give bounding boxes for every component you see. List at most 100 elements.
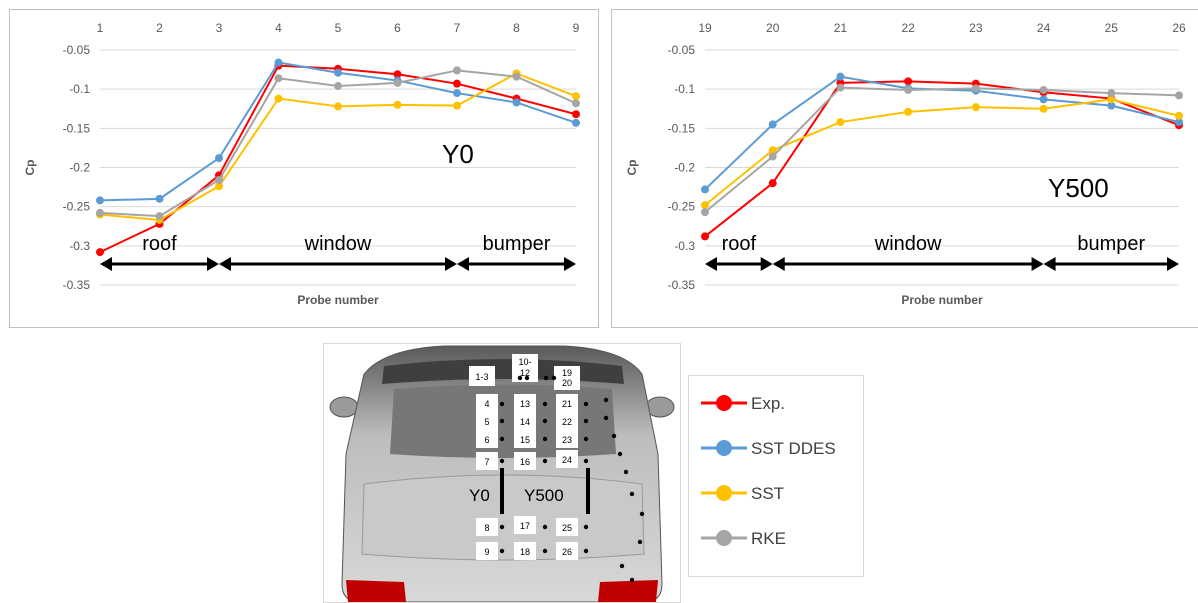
data-point xyxy=(96,248,104,257)
data-point xyxy=(453,101,461,110)
data-point xyxy=(701,201,709,210)
probe-dot xyxy=(499,458,505,464)
legend-label: RKE xyxy=(751,529,786,548)
probe-dot xyxy=(551,375,557,381)
y-tick-label: -0.15 xyxy=(63,121,91,135)
probe-dot xyxy=(583,548,589,554)
probe-dot xyxy=(524,375,530,381)
probe-dot xyxy=(499,401,505,407)
data-point xyxy=(971,103,980,112)
data-point xyxy=(1175,118,1183,127)
data-point xyxy=(453,79,461,88)
y0-marker-bar xyxy=(500,468,504,514)
x-tick-label: 22 xyxy=(901,21,915,35)
probe-dot xyxy=(517,375,523,381)
data-point xyxy=(1175,111,1183,120)
probe-dot xyxy=(619,563,625,569)
probe-label: 22 xyxy=(562,417,572,427)
probe-dot xyxy=(639,511,645,517)
x-tick-label: 19 xyxy=(698,21,712,35)
data-point xyxy=(1175,91,1183,100)
probe-dot xyxy=(542,401,548,407)
probe-dot xyxy=(629,577,635,583)
probe-label: 6 xyxy=(484,435,489,445)
region-label-bumper: bumper xyxy=(1077,233,1145,255)
data-point xyxy=(971,84,980,93)
arrow-head-right xyxy=(207,257,219,271)
probe-dot xyxy=(499,418,505,424)
data-point xyxy=(572,110,580,119)
y-tick-label: -0.1 xyxy=(674,82,695,96)
probe-label: 12 xyxy=(520,368,530,378)
probe-dot xyxy=(499,436,505,442)
probe-label-box xyxy=(556,542,578,560)
data-point xyxy=(768,152,777,161)
probe-dot xyxy=(623,469,629,475)
probe-dot xyxy=(583,418,589,424)
probe-label: 23 xyxy=(562,435,572,445)
data-point xyxy=(274,74,283,83)
y0-label: Y0 xyxy=(469,486,490,505)
probe-dot xyxy=(499,524,505,530)
probe-label: 15 xyxy=(520,435,530,445)
data-point xyxy=(215,182,223,191)
data-point xyxy=(1039,104,1048,113)
chart-annotation: Y0 xyxy=(442,139,474,169)
arrow-head-left xyxy=(457,257,469,271)
chart-right: -0.05 -0.1 -0.15 -0.2 -0.25 -0.3 -0.35 19 20 21 22… xyxy=(625,21,1186,307)
data-point xyxy=(701,185,709,194)
legend-marker xyxy=(716,440,732,456)
data-point xyxy=(1107,95,1116,104)
probe-dot xyxy=(629,491,635,497)
probe-dot xyxy=(611,433,617,439)
x-tick-label: 8 xyxy=(513,21,520,35)
data-point xyxy=(768,120,777,129)
probe-label-box xyxy=(556,518,578,536)
probe-dot xyxy=(583,524,589,530)
probe-label: 20 xyxy=(562,378,572,388)
y-tick-label: -0.2 xyxy=(674,161,695,175)
probe-label: 16 xyxy=(520,457,530,467)
probe-label: 19 xyxy=(562,368,572,378)
y-tick-label: -0.05 xyxy=(668,43,696,57)
series-line-exp- xyxy=(704,80,1180,238)
probe-label-box xyxy=(469,366,495,386)
legend-svg: Exp. SST DDES SST RKE xyxy=(701,394,836,548)
data-point xyxy=(393,78,402,87)
probe-dot xyxy=(542,458,548,464)
probe-label-box xyxy=(514,394,536,412)
data-point xyxy=(572,118,580,127)
probe-dot xyxy=(583,436,589,442)
y-tick-label: -0.25 xyxy=(63,200,91,214)
probe-label: 24 xyxy=(562,455,572,465)
legend: Exp. SST DDES SST RKE xyxy=(688,375,864,577)
legend-label: Exp. xyxy=(751,394,785,413)
data-point xyxy=(96,208,104,217)
series-line-exp- xyxy=(99,64,577,254)
tail-lamp-right xyxy=(598,580,658,602)
x-tick-label: 21 xyxy=(834,21,848,35)
probe-dot xyxy=(617,451,623,457)
region-label-roof: roof xyxy=(142,233,177,255)
probe-label: 9 xyxy=(484,547,489,557)
probe-label: 1-3 xyxy=(475,372,488,382)
data-point xyxy=(1039,85,1048,94)
legend-marker xyxy=(716,485,732,501)
x-tick-label: 20 xyxy=(766,21,780,35)
probe-label: 5 xyxy=(484,417,489,427)
probe-label: 8 xyxy=(484,523,489,533)
x-tick-label: 2 xyxy=(156,21,163,35)
x-axis-title: Probe number xyxy=(297,293,379,307)
data-point xyxy=(334,68,342,77)
data-point xyxy=(701,232,709,241)
data-point xyxy=(572,92,580,101)
data-point xyxy=(836,118,845,127)
probe-dot xyxy=(583,401,589,407)
data-point xyxy=(701,208,709,217)
x-tick-label: 24 xyxy=(1037,21,1051,35)
probe-dot xyxy=(499,548,505,554)
data-point xyxy=(1107,89,1116,98)
tailgate xyxy=(361,474,645,561)
probe-label: 17 xyxy=(520,521,530,531)
